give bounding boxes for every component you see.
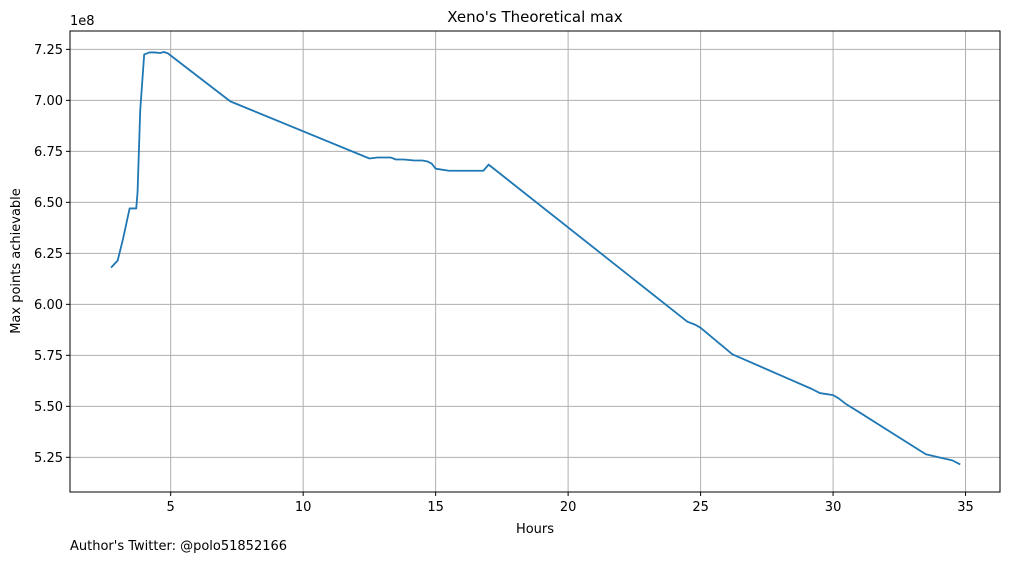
y-tick-label: 5.75 (34, 349, 63, 364)
x-tick-label: 5 (167, 500, 175, 515)
y-tick-label: 7.00 (34, 94, 63, 109)
y-tick-label: 5.50 (34, 400, 63, 415)
x-tick-label: 20 (560, 500, 577, 515)
y-axis-label: Max points achievable (9, 188, 24, 334)
chart-title: Xeno's Theoretical max (447, 8, 623, 26)
y-tick-label: 6.25 (34, 247, 63, 262)
plot-frame (69, 30, 1001, 493)
author-credit: Author's Twitter: @polo51852166 (70, 539, 287, 554)
y-tick-label: 7.25 (34, 43, 63, 58)
series-line (110, 51, 961, 466)
y-tick-label: 6.75 (34, 145, 63, 160)
y-offset-label: 1e8 (70, 14, 95, 29)
y-axis: 5.25 5.50 5.75 6.00 6.25 6.50 6.75 7.00 7.25 (34, 43, 70, 466)
series-layer (110, 51, 961, 466)
x-tick-label: 30 (825, 500, 842, 515)
y-tick-label: 6.50 (34, 196, 63, 211)
x-tick-label: 35 (957, 500, 974, 515)
x-tick-label: 15 (427, 500, 444, 515)
x-tick-label: 25 (692, 500, 709, 515)
x-axis-label: Hours (516, 522, 554, 537)
y-tick-label: 6.00 (34, 298, 63, 313)
y-tick-label: 5.25 (34, 451, 63, 466)
x-axis: 5 10 15 20 25 30 35 (167, 492, 974, 515)
x-tick-label: 10 (295, 500, 312, 515)
